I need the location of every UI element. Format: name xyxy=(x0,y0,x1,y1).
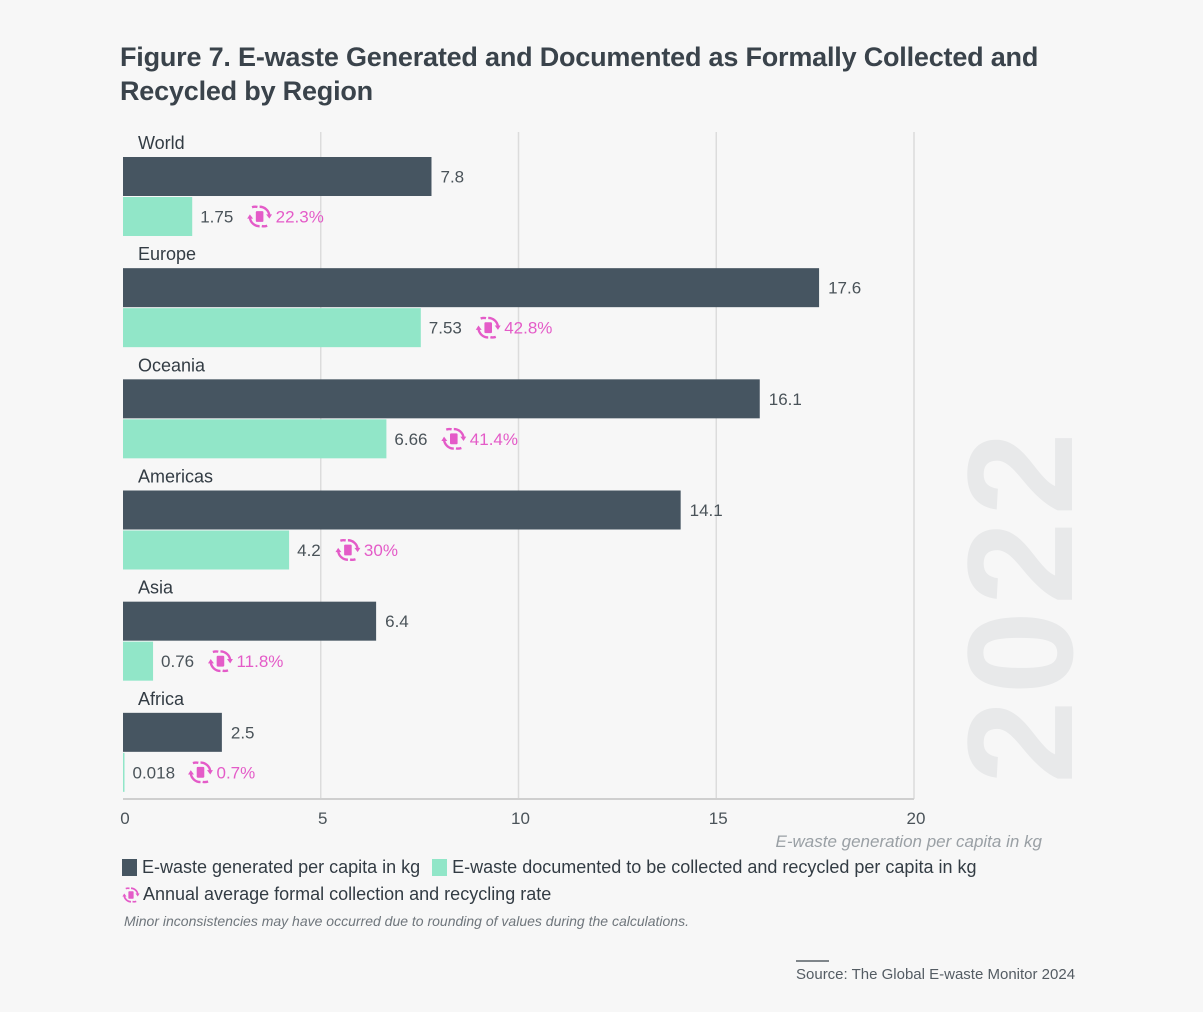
recycle-rate-icon xyxy=(187,761,214,784)
recycle-rate-icon xyxy=(207,650,234,673)
legend-label-generated: E-waste generated per capita in kg xyxy=(142,857,421,877)
bar-collected xyxy=(123,308,421,348)
bar-generated xyxy=(123,712,222,752)
bar-collected xyxy=(123,752,125,792)
value-label-collected: 0.76 xyxy=(161,652,194,671)
bar-generated xyxy=(123,157,432,196)
x-tick-label: 5 xyxy=(318,809,327,828)
value-label-generated: 6.4 xyxy=(385,612,409,631)
recycle-rate-icon xyxy=(475,316,502,339)
bar-collected xyxy=(123,197,193,236)
rate-label: 0.7% xyxy=(217,763,256,782)
rate-label: 30% xyxy=(364,541,398,560)
rate-label: 41.4% xyxy=(470,430,518,449)
recycle-rate-icon xyxy=(440,427,467,450)
x-tick-label: 10 xyxy=(511,809,530,828)
value-label-collected: 0.018 xyxy=(133,763,176,782)
value-label-collected: 4.2 xyxy=(297,541,321,560)
value-label-generated: 17.6 xyxy=(828,279,861,298)
x-tick-label: 20 xyxy=(907,809,926,828)
region-label: World xyxy=(138,133,185,153)
chart-title: Figure 7. E-waste Generated and Document… xyxy=(120,42,1039,106)
bar-generated xyxy=(123,490,681,530)
legend-swatch-collected xyxy=(432,859,448,876)
region-label: Asia xyxy=(138,578,174,598)
x-axis-title: E-waste generation per capita in kg xyxy=(776,832,1043,851)
x-tick-label: 0 xyxy=(120,809,129,828)
recycle-rate-icon xyxy=(122,886,140,903)
recycle-rate-icon xyxy=(334,539,361,561)
source-citation: Source: The Global E-waste Monitor 2024 xyxy=(796,966,1076,983)
legend-swatch-generated xyxy=(122,859,137,876)
value-label-generated: 7.8 xyxy=(440,168,464,187)
value-label-collected: 7.53 xyxy=(429,319,462,338)
bar-collected xyxy=(123,419,387,459)
bar-collected xyxy=(123,641,154,681)
rate-label: 22.3% xyxy=(276,208,324,227)
rate-label: 42.8% xyxy=(504,319,552,338)
recycle-rate-icon xyxy=(246,205,273,228)
value-label-generated: 16.1 xyxy=(769,390,802,409)
bar-chart: World 7.8 1.75 22.3% Europe 17.6 7.53 42.8% Ocea… xyxy=(120,132,1043,851)
value-label-collected: 6.66 xyxy=(394,430,427,449)
bar-generated xyxy=(123,268,820,308)
region-label: Oceania xyxy=(138,355,206,375)
legend-label-rate: Annual average formal collection and rec… xyxy=(143,884,552,904)
x-tick-label: 15 xyxy=(709,809,728,828)
source-divider xyxy=(796,960,829,962)
region-label: Americas xyxy=(138,467,213,487)
value-label-collected: 1.75 xyxy=(200,208,233,227)
region-label: Africa xyxy=(138,689,185,709)
bar-collected xyxy=(123,530,290,570)
legend-label-collected: E-waste documented to be collected and r… xyxy=(452,857,977,877)
region-label: Europe xyxy=(138,244,196,264)
legend-row-rate: Annual average formal collection and rec… xyxy=(122,884,551,905)
rounding-note: Minor inconsistencies may have occurred … xyxy=(124,913,689,929)
bar-generated xyxy=(123,601,377,641)
rate-label: 11.8% xyxy=(236,652,283,671)
legend-row-series: E-waste generated per capita in kg E-was… xyxy=(122,857,976,878)
bar-generated xyxy=(123,379,760,419)
value-label-generated: 14.1 xyxy=(690,501,723,520)
value-label-generated: 2.5 xyxy=(231,723,255,742)
